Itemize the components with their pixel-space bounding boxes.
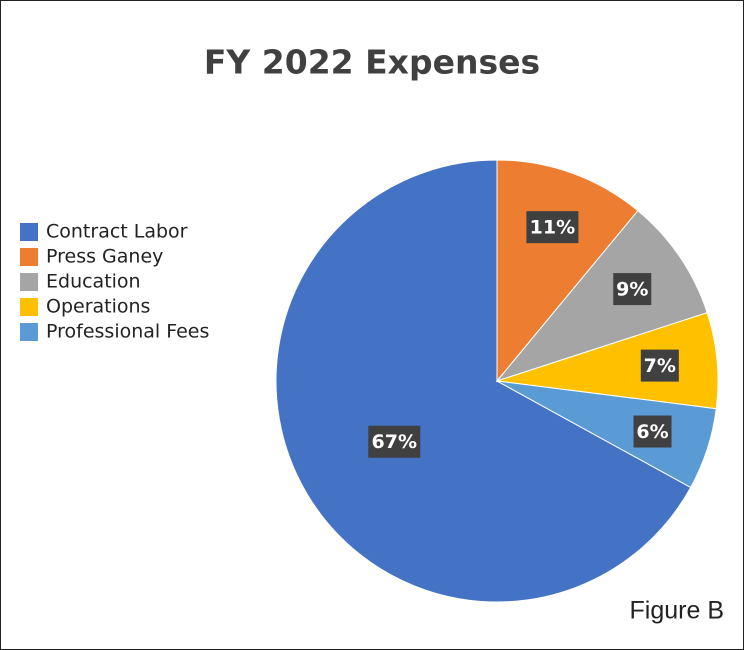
data-label-box — [633, 415, 672, 448]
data-label-box — [526, 211, 579, 244]
data-label-box — [613, 273, 652, 306]
legend-swatch — [20, 248, 38, 266]
pie-slice — [275, 159, 692, 603]
pie-slice — [495, 210, 708, 383]
data-label: 11% — [530, 217, 575, 239]
legend-label: Press Ganey — [46, 246, 163, 268]
legend-label: Education — [46, 271, 141, 293]
data-label: 7% — [644, 355, 676, 377]
legend-label: Operations — [46, 296, 150, 318]
legend-label: Professional Fees — [46, 321, 209, 343]
legend-swatch — [20, 273, 38, 291]
legend-label: Contract Labor — [46, 221, 188, 243]
data-label: 9% — [616, 279, 648, 301]
data-label: 6% — [636, 421, 668, 443]
legend-swatch — [20, 298, 38, 316]
data-label-box — [368, 425, 421, 458]
data-label: 67% — [372, 431, 417, 453]
annotation: Figure B — [630, 597, 724, 625]
legend-swatch — [20, 223, 38, 241]
data-label-box — [640, 349, 679, 382]
pie-slice — [496, 380, 717, 489]
legend-swatch — [20, 323, 38, 341]
chart-title: FY 2022 Expenses — [204, 43, 540, 82]
